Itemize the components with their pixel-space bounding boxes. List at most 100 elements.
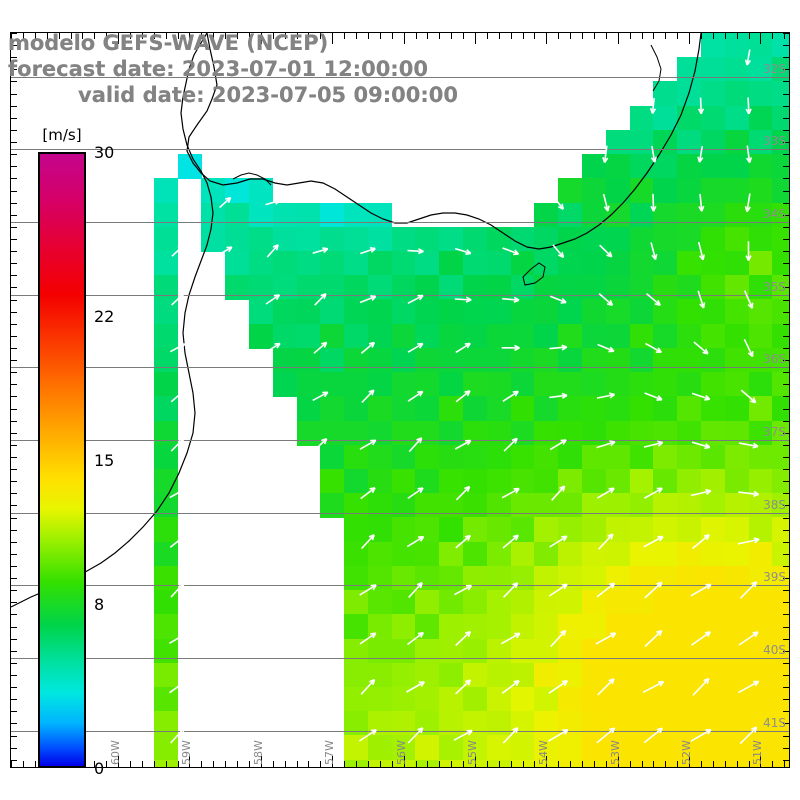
wind-arrow: [745, 145, 753, 164]
tick-bottom: [522, 761, 524, 767]
tick-right: [783, 614, 789, 616]
tick-bottom: [534, 761, 536, 767]
data-cell: [153, 614, 179, 640]
wind-arrow: [407, 390, 424, 402]
wind-arrow: [697, 241, 705, 261]
data-cell: [772, 759, 789, 767]
data-cell: [320, 202, 345, 228]
data-cell: [510, 493, 536, 519]
data-cell: [677, 347, 702, 373]
data-cell: [748, 202, 774, 228]
tick-right: [783, 759, 789, 761]
wind-arrow: [596, 727, 616, 744]
tick-right: [783, 396, 789, 398]
data-cell: [653, 275, 678, 301]
data-cell: [296, 347, 322, 373]
data-cell: [653, 81, 678, 107]
tick-left: [11, 105, 17, 107]
data-cell: [724, 493, 750, 519]
data-cell: [582, 347, 607, 373]
wind-arrow-overlay: [168, 49, 760, 745]
data-cell: [510, 687, 536, 712]
data-cell: [700, 638, 726, 664]
data-cell: [391, 420, 417, 446]
tick-right: [783, 481, 789, 483]
data-cell: [748, 590, 774, 616]
lon-label: 54W: [537, 740, 551, 765]
grid-line-lat: [11, 367, 789, 369]
tick-bottom: [320, 761, 322, 767]
data-cell: [724, 517, 750, 543]
data-cell: [653, 687, 678, 712]
wind-arrow: [602, 193, 610, 212]
data-cell: [582, 711, 607, 737]
wind-arrow: [501, 487, 520, 499]
data-cell: [653, 178, 678, 204]
data-cell: [153, 178, 179, 204]
wind-arrow: [455, 390, 471, 403]
data-cell: [248, 178, 274, 204]
data-cell: [463, 347, 488, 373]
tick-top: [237, 33, 238, 39]
data-cell: [724, 469, 750, 494]
wind-arrow: [697, 145, 704, 163]
data-cell: [653, 517, 678, 543]
data-cell: [344, 469, 369, 494]
colorbar-tick: 22: [94, 307, 115, 327]
data-cell: [653, 493, 678, 519]
data-cell: [391, 711, 417, 737]
data-cell: [700, 493, 726, 519]
wind-arrow: [501, 344, 520, 352]
data-cell: [772, 202, 789, 228]
data-cell: [153, 347, 179, 373]
data-cell: [486, 372, 512, 398]
tick-right: [783, 142, 789, 143]
data-cell: [605, 638, 631, 664]
data-cell: [582, 251, 607, 276]
data-cell: [629, 444, 655, 470]
data-cell: [558, 493, 583, 519]
tick-left: [11, 33, 17, 34]
data-cell: [510, 275, 536, 301]
data-cell: [582, 493, 607, 519]
data-cell: [534, 517, 559, 543]
wind-arrow: [455, 485, 471, 501]
tick-bottom: [94, 761, 96, 767]
data-cell: [439, 541, 464, 567]
tick-right: [783, 69, 789, 71]
data-cell: [391, 251, 417, 276]
data-cell: [153, 541, 179, 567]
data-cell: [153, 565, 179, 591]
data-cell: [700, 81, 726, 107]
lat-label: 35S: [763, 279, 786, 294]
tick-left: [11, 190, 17, 192]
tick-left: [11, 747, 17, 749]
tick-bottom: [248, 761, 250, 767]
data-cell: [558, 590, 583, 616]
tick-top: [34, 33, 36, 39]
data-cell: [391, 372, 417, 398]
tick-right: [783, 723, 789, 725]
tick-right: [783, 372, 789, 374]
data-cell: [629, 251, 655, 276]
tick-left: [11, 347, 17, 349]
data-cell: [748, 226, 774, 252]
data-cell: [700, 57, 726, 83]
data-cell: [391, 662, 417, 688]
data-cell: [772, 129, 789, 155]
data-cell: [700, 226, 726, 252]
data-cell: [225, 202, 250, 228]
tick-top: [498, 33, 500, 39]
tick-bottom: [201, 761, 203, 767]
tick-right: [783, 335, 789, 337]
data-cell: [439, 687, 464, 712]
wind-arrow: [359, 439, 377, 450]
wind-arrow: [455, 534, 471, 549]
tick-right: [783, 251, 789, 252]
wind-arrow: [644, 487, 663, 499]
data-cell: [153, 226, 179, 252]
tick-bottom: [153, 761, 155, 767]
data-cell: [677, 711, 702, 737]
tick-top: [106, 33, 108, 39]
data-cell: [534, 565, 559, 591]
